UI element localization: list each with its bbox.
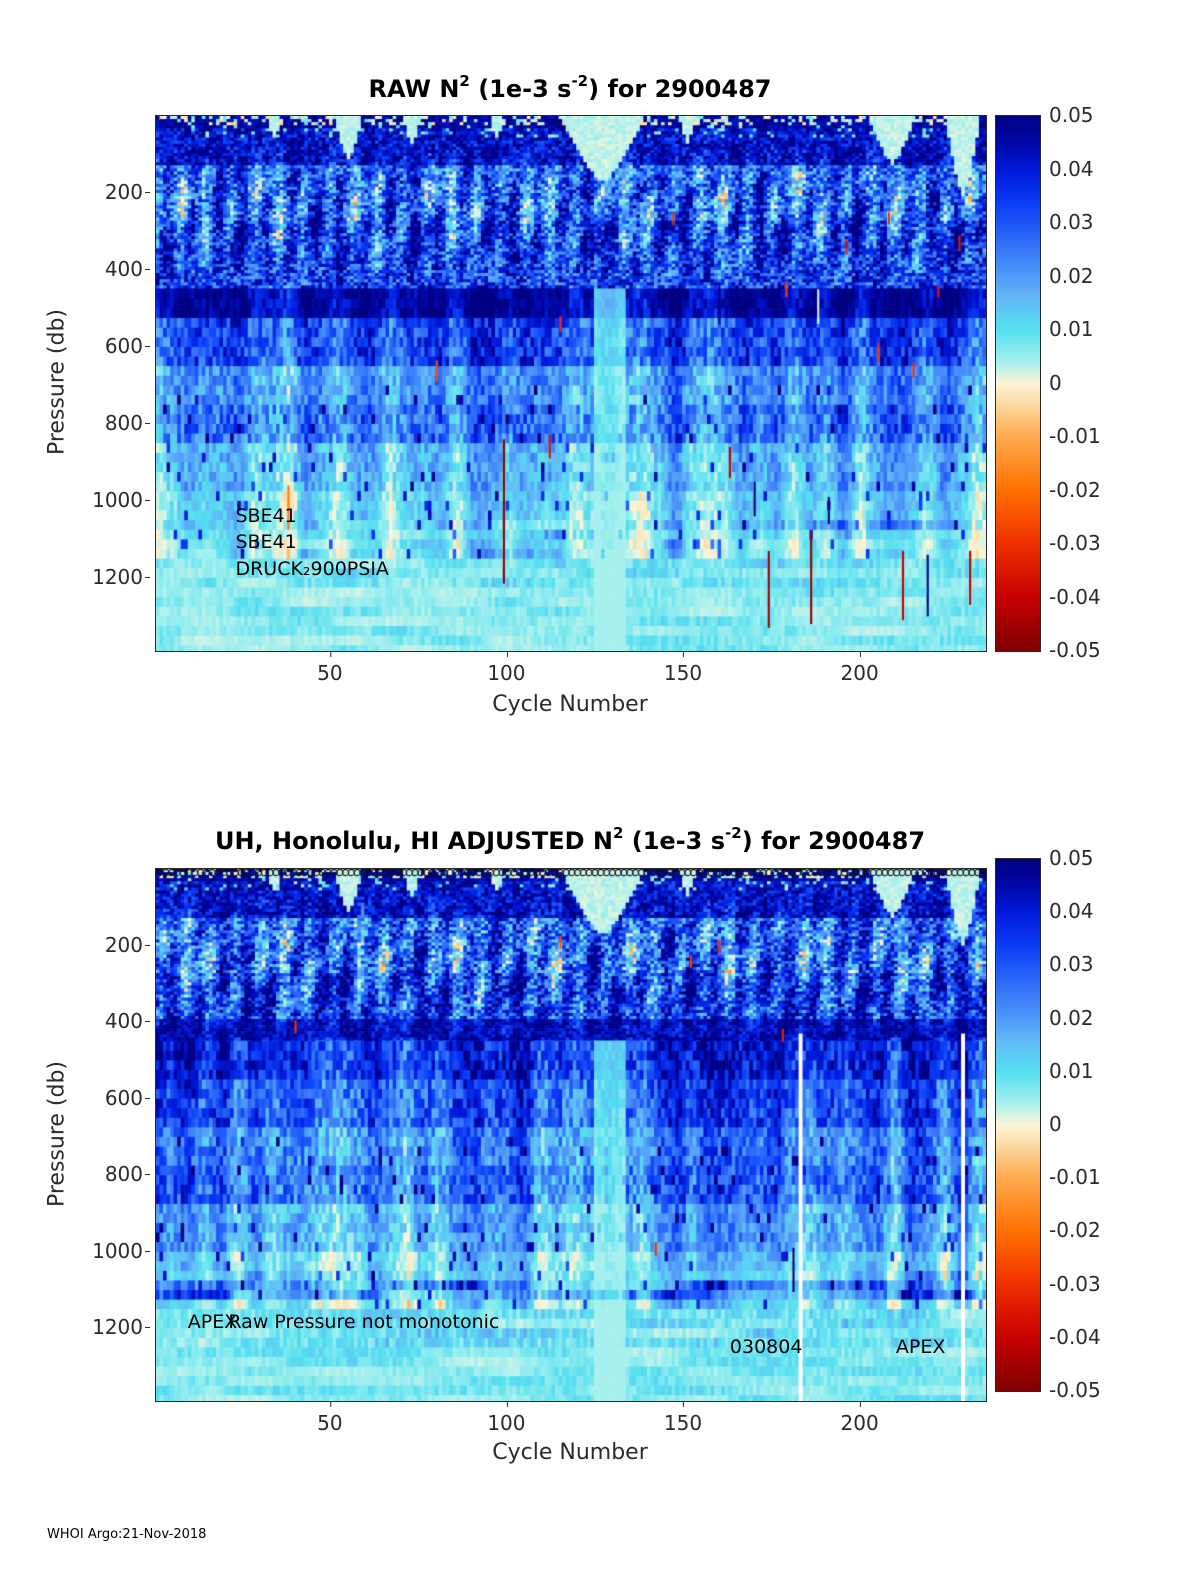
y-tick-label: 400 [104,256,151,281]
heatmap-canvas [156,116,986,651]
heatmap-plot-area: APEX Raw Pressure not monotonic 030804 APEX [155,868,987,1402]
y-tick-label: 600 [104,333,151,358]
x-tick-label: 150 [663,651,703,685]
colorbar-tick-label: -0.03 [1049,531,1101,555]
title-text: (1e-3 s [623,827,726,855]
y-tick-label: 400 [104,1009,151,1034]
title-text: RAW N [368,75,460,103]
colorbar-tick-label: 0.02 [1049,263,1094,288]
colorbar-tick-label: 0.04 [1049,156,1094,181]
x-axis-ticks: 50 100 150 200 [155,651,985,688]
y-tick-label: 800 [104,1162,151,1187]
colorbar-tick-label: 0.04 [1049,899,1094,924]
colorbar-tick-label: 0.02 [1049,1005,1094,1030]
y-axis-ticks: 200 400 600 800 1000 1200 [59,115,151,650]
y-tick-label: 200 [104,179,151,204]
colorbar-tick-label: 0 [1049,370,1062,395]
x-tick-label: 100 [487,651,526,685]
title-superscript: -2 [571,72,589,90]
colorbar-tick-label: -0.01 [1049,424,1101,448]
title-text: ) for 2900487 [741,827,926,855]
y-axis-label: Pressure (db) [44,1060,70,1208]
y-tick-label: 200 [104,932,151,957]
colorbar-tick-label: 0.01 [1049,317,1094,341]
y-axis-ticks: 200 400 600 800 1000 1200 [59,868,151,1400]
heatmap-plot-area: SBE41 SBE41 DRUCK₂900PSIA [155,115,987,652]
title-text: UH, Honolulu, HI ADJUSTED N [214,827,613,855]
colorbar [995,115,1041,652]
x-axis-ticks: 50 100 150 200 [155,1401,985,1438]
colorbar-canvas [996,859,1040,1391]
y-tick-label: 1000 [92,1238,150,1263]
heatmap-canvas [156,869,986,1401]
x-tick-label: 50 [317,651,343,685]
title-text: (1e-3 s [469,75,572,103]
colorbar-tick-label: -0.05 [1049,1378,1101,1402]
colorbar-tick-label: 0.01 [1049,1058,1094,1083]
colorbar-canvas [996,116,1040,651]
colorbar-tick-label: -0.02 [1049,1218,1101,1243]
colorbar-tick-label: 0.05 [1049,846,1094,870]
plot-title-adjusted: UH, Honolulu, HI ADJUSTED N2 (1e-3 s-2) … [155,824,985,855]
plot-title-raw: RAW N2 (1e-3 s-2) for 2900487 [155,72,985,103]
colorbar-tick-label: 0.03 [1049,210,1094,234]
colorbar-tick-label: -0.01 [1049,1165,1101,1190]
x-tick-label: 100 [487,1401,526,1435]
y-axis-label: Pressure (db) [44,308,70,456]
x-tick-label: 50 [317,1401,343,1435]
title-superscript: 2 [612,824,624,842]
x-axis-label: Cycle Number [492,692,648,717]
y-tick-label: 1000 [92,487,150,512]
colorbar-tick-label: -0.04 [1049,1324,1101,1349]
colorbar-tick-label: -0.02 [1049,477,1101,502]
colorbar-tick-label: 0 [1049,1112,1062,1136]
title-superscript: 2 [459,72,470,90]
colorbar-tick-label: 0.05 [1049,103,1094,127]
title-text: ) for 2900487 [588,75,772,103]
x-tick-label: 150 [663,1401,703,1435]
y-tick-label: 1200 [92,1315,150,1340]
colorbar-tick-label: -0.05 [1049,638,1101,662]
colorbar-tick-label: -0.04 [1049,584,1101,609]
x-tick-label: 200 [840,1401,879,1435]
y-tick-label: 600 [104,1085,151,1110]
y-tick-label: 1200 [92,564,150,589]
colorbar [995,858,1041,1392]
colorbar-tick-label: -0.03 [1049,1271,1101,1296]
colorbar-tick-label: 0.03 [1049,952,1094,977]
y-tick-label: 800 [104,410,151,435]
footer-credit: WHOI Argo:21-Nov-2018 [47,1527,207,1542]
x-axis-label: Cycle Number [492,1440,648,1465]
x-tick-label: 200 [840,651,879,685]
title-superscript: -2 [725,824,742,842]
